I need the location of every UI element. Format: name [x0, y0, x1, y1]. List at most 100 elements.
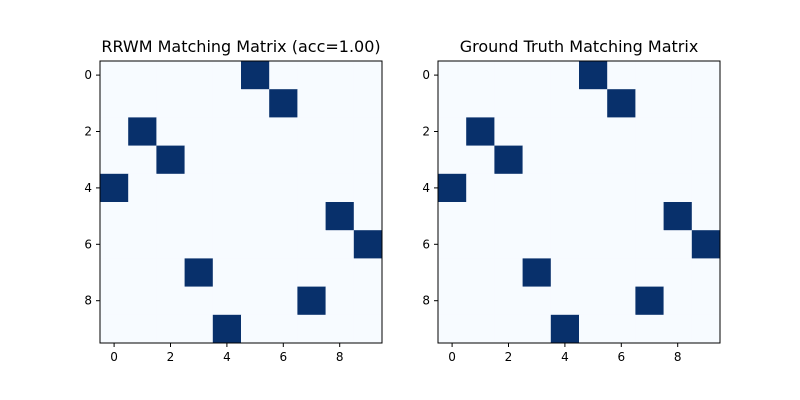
heatmap-cell	[438, 314, 467, 344]
plot-frame	[99, 60, 383, 344]
heatmap-cell	[241, 145, 270, 175]
heatmap-cell	[607, 258, 636, 287]
heatmap-cell	[184, 173, 214, 203]
heatmap-cell	[353, 258, 383, 287]
heatmap-cell	[579, 202, 608, 231]
y-axis: 0 2 4 6 8	[422, 68, 438, 308]
heatmap-cell	[100, 202, 129, 231]
heatmap-cell	[579, 314, 608, 344]
x-tick-label: 0	[448, 350, 456, 364]
heatmap-cell	[353, 89, 383, 118]
heatmap-cell	[325, 314, 355, 344]
heatmap-cell	[466, 258, 495, 287]
heatmap-cell	[100, 314, 129, 344]
heatmap-cell	[241, 286, 270, 316]
heatmap-cell	[691, 286, 721, 316]
heatmap-cell	[494, 117, 523, 146]
heatmap-cell	[438, 202, 467, 231]
y-tick-label: 0	[422, 68, 430, 82]
heatmap-cell	[297, 89, 326, 118]
heatmap-cell	[635, 145, 664, 175]
heatmap-cell	[325, 117, 355, 146]
heatmap-cell	[438, 145, 467, 175]
heatmap-cell	[212, 173, 242, 203]
heatmap-cell	[607, 314, 636, 344]
heatmap-cell	[579, 117, 608, 146]
heatmap-cell	[579, 230, 608, 259]
heatmap-cell	[212, 61, 242, 90]
heatmap-cell	[579, 173, 608, 203]
heatmap-cell	[297, 230, 326, 259]
heatmap-cell	[466, 89, 495, 118]
heatmap-cell	[184, 145, 214, 175]
heatmap-cell	[607, 286, 636, 316]
heatmap-cell	[128, 173, 157, 203]
x-axis: 0 2 4 6 8	[448, 343, 682, 364]
heatmap-cell	[438, 258, 467, 287]
x-tick-label: 2	[167, 350, 175, 364]
heatmap-cell	[550, 230, 580, 259]
heatmap-cell	[579, 258, 608, 287]
heatmap-cell	[635, 314, 664, 344]
heatmap-cell	[156, 258, 185, 287]
heatmap-cell	[635, 202, 664, 231]
heatmap-cell	[494, 286, 523, 316]
heatmap-cell	[550, 145, 580, 175]
heatmap-cell	[663, 286, 693, 316]
heatmap-cell	[297, 145, 326, 175]
heatmap-cell	[522, 286, 552, 316]
x-axis: 0 2 4 6 8	[110, 343, 344, 364]
heatmap-cell	[663, 230, 693, 259]
heatmap-cell	[691, 117, 721, 146]
y-tick-label: 6	[84, 237, 92, 251]
heatmap-cell	[184, 230, 214, 259]
heatmap-cell	[184, 89, 214, 118]
heatmap-cells	[438, 61, 721, 344]
heatmap-cell	[663, 61, 693, 90]
heatmap-cell	[607, 89, 636, 118]
heatmap-cell	[269, 89, 298, 118]
x-tick-label: 0	[110, 350, 118, 364]
heatmap-cell	[325, 61, 355, 90]
heatmap-cell	[635, 61, 664, 90]
heatmap-cell	[607, 117, 636, 146]
heatmap-cell	[100, 117, 129, 146]
heatmap-cell	[325, 89, 355, 118]
heatmap-cell	[635, 286, 664, 316]
heatmap-cell	[550, 61, 580, 90]
heatmap-cell	[100, 173, 129, 203]
heatmap-cell	[522, 314, 552, 344]
heatmap-cell	[635, 173, 664, 203]
x-tick-label: 4	[223, 350, 231, 364]
heatmap-cell	[466, 145, 495, 175]
heatmap-cell	[691, 173, 721, 203]
heatmap-cell	[297, 117, 326, 146]
y-tick-label: 4	[422, 181, 430, 195]
heatmap-cell	[522, 230, 552, 259]
heatmap-cell	[128, 202, 157, 231]
heatmap-cell	[663, 117, 693, 146]
heatmap-cell	[550, 173, 580, 203]
heatmap-cell	[212, 202, 242, 231]
heatmap-cell	[691, 89, 721, 118]
heatmap-cell	[550, 286, 580, 316]
heatmap-cell	[607, 202, 636, 231]
heatmap-cell	[156, 286, 185, 316]
heatmap-cell	[353, 286, 383, 316]
heatmap-cell	[691, 258, 721, 287]
heatmap-cell	[438, 89, 467, 118]
heatmap-cell	[128, 286, 157, 316]
heatmap-cell	[184, 117, 214, 146]
heatmap-cell	[579, 286, 608, 316]
heatmap-cell	[635, 89, 664, 118]
heatmap-cell	[663, 145, 693, 175]
heatmap-cell	[100, 61, 129, 90]
heatmap-cell	[156, 145, 185, 175]
heatmap-cell	[522, 89, 552, 118]
heatmap-cell	[241, 202, 270, 231]
heatmap-cell	[156, 202, 185, 231]
y-tick-label: 2	[422, 125, 430, 139]
heatmap-cell	[325, 230, 355, 259]
heatmap-cell	[663, 202, 693, 231]
